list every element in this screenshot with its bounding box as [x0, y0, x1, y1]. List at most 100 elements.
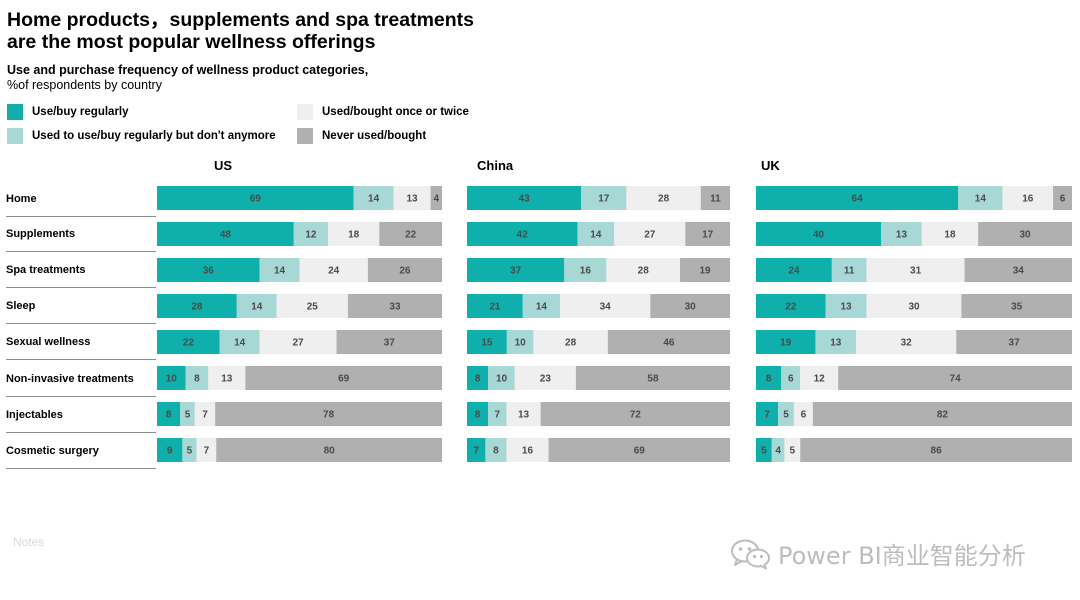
- data-label: 8: [194, 374, 200, 385]
- data-label: 8: [766, 374, 772, 385]
- data-label: 28: [565, 338, 577, 349]
- data-label: 13: [407, 194, 419, 205]
- data-label: 78: [323, 410, 335, 421]
- bar-segment-never-used: [245, 366, 442, 390]
- bar-segment-use-regularly: [756, 186, 959, 210]
- bar-segment-never-used: [978, 222, 1072, 246]
- bar-segment-used-once: [784, 438, 801, 462]
- category-label: Sexual wellness: [6, 325, 156, 360]
- data-label: 10: [166, 374, 178, 385]
- bar-segment-used-to-use: [522, 294, 560, 318]
- data-label: 24: [328, 266, 340, 277]
- bar-segment-used-once: [506, 438, 549, 462]
- bar-segment-use-regularly: [157, 186, 354, 210]
- bar-segment-used-once: [506, 402, 541, 426]
- bar-segment-never-used: [379, 222, 442, 246]
- legend-label: Used to use/buy regularly but don't anym…: [32, 130, 276, 142]
- bar-segment-used-once: [208, 366, 246, 390]
- bar-segment-used-once: [793, 402, 813, 426]
- data-label: 82: [937, 410, 949, 421]
- panel-us: 69 14 13 4 48 12 18 22 36 14 24 26 28 14 25 33 22 14 27 37 1…: [157, 186, 442, 462]
- data-label: 58: [647, 374, 659, 385]
- bar-segment-used-to-use: [778, 402, 794, 426]
- data-label: 16: [522, 446, 534, 457]
- data-label: 5: [187, 446, 193, 457]
- bar-segment-used-to-use: [771, 438, 785, 462]
- bar-segment-never-used: [575, 366, 730, 390]
- data-label: 15: [481, 338, 493, 349]
- bar-segment-never-used: [964, 258, 1072, 282]
- data-label: 34: [1013, 266, 1025, 277]
- data-label: 14: [234, 338, 246, 349]
- category-label: Sleep: [6, 289, 156, 324]
- data-label: 13: [896, 230, 908, 241]
- data-label: 5: [783, 410, 789, 421]
- bar-segment-used-once: [866, 294, 962, 318]
- bar-segment-used-once: [614, 222, 686, 246]
- data-label: 22: [785, 302, 797, 313]
- bar-segment-use-regularly: [157, 438, 183, 462]
- data-label: 28: [638, 266, 650, 277]
- category-label: Home: [6, 182, 156, 217]
- bar-segment-used-to-use: [293, 222, 328, 246]
- data-label: 11: [710, 194, 721, 205]
- bar-segment-never-used: [336, 330, 442, 354]
- data-label: 12: [305, 230, 317, 241]
- data-label: 37: [1009, 338, 1021, 349]
- data-label: 24: [788, 266, 800, 277]
- bar-segment-use-regularly: [157, 330, 220, 354]
- bar-segment-never-used: [685, 222, 730, 246]
- data-label: 5: [185, 410, 191, 421]
- bar-segment-never-used: [700, 186, 730, 210]
- bar-segment-used-to-use: [577, 222, 615, 246]
- bar-segment-never-used: [956, 330, 1072, 354]
- bar-segment-used-to-use: [259, 258, 300, 282]
- data-label: 22: [183, 338, 195, 349]
- data-label: 10: [515, 338, 527, 349]
- bar-segment-use-regularly: [157, 222, 294, 246]
- legend-item-used-once: Used/bought once or twice: [297, 104, 469, 120]
- data-label: 8: [166, 410, 172, 421]
- legend-item-never-used: Never used/bought: [297, 128, 426, 144]
- data-label: 21: [489, 302, 501, 313]
- bar-segment-use-regularly: [756, 258, 832, 282]
- data-label: 28: [191, 302, 203, 313]
- bar-segment-never-used: [215, 402, 442, 426]
- bar-segment-use-regularly: [467, 258, 565, 282]
- data-label: 35: [1011, 302, 1023, 313]
- chart-title-line-2: are the most popular wellness offerings: [7, 31, 376, 53]
- data-label: 7: [473, 446, 479, 457]
- data-label: 30: [685, 302, 697, 313]
- bar-segment-use-regularly: [756, 294, 826, 318]
- data-label: 16: [1022, 194, 1034, 205]
- data-label: 17: [702, 230, 714, 241]
- data-label: 27: [293, 338, 305, 349]
- data-label: 9: [167, 446, 173, 457]
- bar-segment-used-to-use: [353, 186, 394, 210]
- bar-segment-never-used: [812, 402, 1072, 426]
- data-label: 37: [384, 338, 396, 349]
- data-label: 31: [910, 266, 922, 277]
- data-label: 30: [908, 302, 920, 313]
- data-label: 7: [204, 446, 210, 457]
- bar-segment-never-used: [548, 438, 730, 462]
- data-label: 4: [775, 446, 781, 457]
- watermark: Power BI商业智能分析: [730, 536, 1026, 571]
- legend-swatch: [297, 104, 313, 120]
- bar-segment-used-once: [194, 402, 216, 426]
- data-label: 14: [590, 230, 602, 241]
- data-label: 86: [931, 446, 943, 457]
- bar-segment-never-used: [838, 366, 1072, 390]
- legend-swatch: [7, 128, 23, 144]
- legend-label: Use/buy regularly: [32, 106, 129, 118]
- bar-segment-use-regularly: [756, 438, 772, 462]
- bar-segment-used-once: [393, 186, 431, 210]
- notes-label: Notes: [13, 535, 45, 549]
- bar-segment-used-once: [866, 258, 965, 282]
- data-label: 69: [338, 374, 350, 385]
- legend-label: Never used/bought: [322, 130, 427, 142]
- bar-segment-used-once: [606, 258, 681, 282]
- data-label: 72: [630, 410, 642, 421]
- data-label: 14: [274, 266, 286, 277]
- bar-segment-never-used: [216, 438, 442, 462]
